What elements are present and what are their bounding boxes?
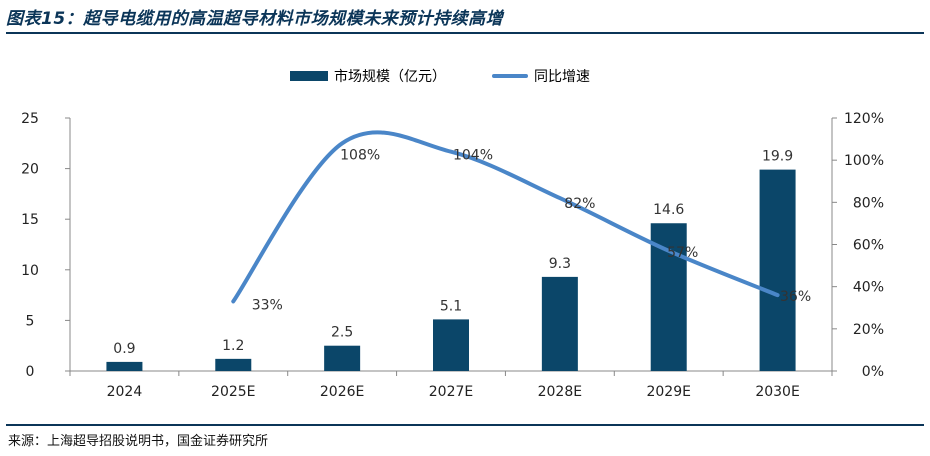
y-left-tick-label: 15 [21, 212, 39, 228]
title-rule [6, 32, 924, 34]
bar [650, 223, 687, 371]
line-value-label: 33% [252, 297, 283, 313]
bar [324, 345, 361, 371]
x-tick-label: 2029E [646, 384, 690, 400]
bar-value-label: 9.3 [549, 256, 571, 272]
bar-value-label: 0.9 [113, 341, 135, 357]
y-left-tick-label: 25 [21, 111, 39, 127]
y-left-tick-label: 0 [26, 364, 35, 380]
bar [759, 169, 796, 371]
bar [106, 361, 143, 371]
chart-legend: 市场规模（亿元） 同比增速 [290, 66, 636, 86]
bar-value-label: 1.2 [222, 338, 244, 354]
y-right-tick-label: 60% [853, 238, 884, 254]
bar [541, 276, 578, 371]
source-rule [6, 424, 924, 426]
legend-swatch-line [492, 74, 528, 78]
y-left-tick-label: 5 [26, 313, 35, 329]
x-tick-label: 2027E [429, 384, 473, 400]
bar-value-label: 2.5 [331, 325, 353, 341]
line-value-label: 108% [340, 147, 380, 163]
line-value-label: 36% [780, 289, 811, 305]
legend-label-bar: 市场规模（亿元） [334, 69, 446, 85]
x-tick-label: 2026E [320, 384, 364, 400]
line-value-label: 104% [453, 148, 493, 164]
source-note: 来源：上海超导招股说明书，国金证券研究所 [8, 434, 269, 449]
y-right-tick-label: 20% [853, 322, 884, 338]
bar [215, 358, 252, 371]
y-right-tick-label: 0% [862, 364, 884, 380]
x-tick-label: 2024 [107, 384, 143, 400]
figure-title: 图表15：超导电缆用的高温超导材料市场规模未来预计持续高增 [6, 9, 504, 29]
bar [433, 319, 469, 371]
y-left-tick-label: 20 [21, 162, 39, 178]
y-right-tick-label: 80% [853, 195, 884, 211]
legend-label-line: 同比增速 [534, 69, 590, 85]
y-right-tick-label: 100% [844, 153, 884, 169]
line-value-label: 82% [564, 196, 595, 212]
y-right-tick-label: 120% [844, 111, 884, 127]
y-right-tick-label: 40% [853, 280, 884, 296]
line-value-label: 57% [667, 245, 698, 261]
legend-item-line: 同比增速 [492, 66, 590, 86]
legend-item-bar: 市场规模（亿元） [290, 66, 446, 86]
x-tick-label: 2028E [538, 384, 582, 400]
y-left-tick-label: 10 [21, 263, 39, 279]
bar-value-label: 19.9 [762, 149, 793, 165]
x-tick-label: 2025E [211, 384, 255, 400]
x-tick-label: 2030E [755, 384, 799, 400]
bar-value-label: 14.6 [653, 202, 684, 218]
legend-swatch-bar [290, 71, 328, 81]
growth-line [231, 130, 780, 304]
bar-value-label: 5.1 [440, 298, 462, 314]
